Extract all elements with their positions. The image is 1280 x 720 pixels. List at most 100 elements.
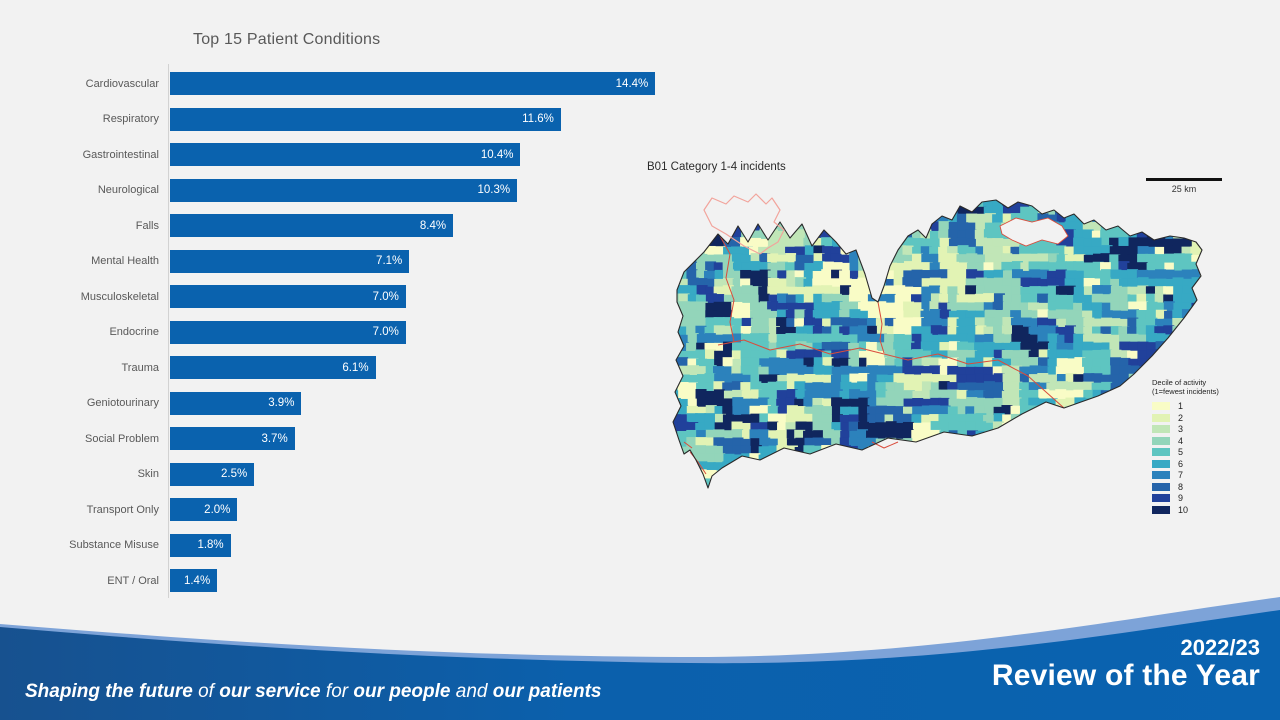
- bar: 3.9%: [170, 391, 302, 415]
- bar-row: ENT / Oral 1.4%: [0, 563, 660, 599]
- legend-row: 6: [1152, 459, 1262, 469]
- county-boundaries: [683, 235, 1065, 475]
- legend-row: 2: [1152, 412, 1262, 423]
- legend-row: 10: [1152, 504, 1262, 515]
- bar-category-label: Gastrointestinal: [82, 148, 159, 161]
- bar-row: Geniotourinary 3.9%: [0, 386, 660, 422]
- legend-swatch: [1152, 436, 1170, 445]
- legend-label: 7: [1178, 470, 1184, 480]
- bar-category-label: Cardiovascular: [85, 77, 159, 90]
- bar: 7.0%: [170, 320, 406, 344]
- legend-row: 8: [1152, 481, 1262, 492]
- legend-row: 3: [1152, 424, 1262, 434]
- bar: 14.4%: [170, 72, 656, 96]
- tagline-segment: and: [450, 681, 493, 702]
- bar-value-label: 7.1%: [376, 255, 403, 268]
- bar: 10.3%: [170, 178, 518, 202]
- bar-category-label: Falls: [135, 219, 159, 232]
- map-legend-rows: 1 2 3 4 5 6 7 8 9 10: [1152, 401, 1262, 515]
- bar-row: Neurological 10.3%: [0, 173, 660, 209]
- tagline-segment: for: [320, 681, 354, 702]
- bar-row: Mental Health 7.1%: [0, 244, 660, 280]
- bar-value-label: 8.4%: [419, 219, 447, 232]
- footer-review-title: Review of the Year: [991, 659, 1260, 692]
- legend-label: 4: [1178, 435, 1184, 446]
- legend-swatch: [1152, 425, 1170, 433]
- map-legend: Decile of activity (1=fewest incidents) …: [1152, 378, 1262, 517]
- legend-label: 2: [1178, 412, 1184, 423]
- bar-value-label: 1.8%: [197, 539, 224, 552]
- bar-row: Substance Misuse 1.8%: [0, 528, 660, 564]
- bar: 7.0%: [170, 285, 406, 309]
- bar: 1.4%: [170, 569, 218, 593]
- map-scale-bar: [1146, 178, 1222, 181]
- bar-category-label: Mental Health: [91, 255, 159, 268]
- tagline-segment: our patients: [492, 681, 602, 702]
- legend-row: 7: [1152, 470, 1262, 480]
- map-scale-label: 25 km: [1171, 184, 1197, 194]
- legend-row: 9: [1152, 493, 1262, 503]
- legend-label: 8: [1178, 481, 1184, 492]
- bar-category-label: Neurological: [97, 184, 159, 197]
- bar-value-label: 11.6%: [522, 113, 554, 126]
- bar-value-label: 3.7%: [261, 432, 288, 445]
- bar-value-label: 7.0%: [372, 290, 399, 303]
- footer-wave: [0, 597, 1280, 720]
- bar-value-label: 7.0%: [372, 326, 399, 339]
- london-boundary-outline: [703, 193, 785, 255]
- chart-axis-line: [168, 64, 169, 598]
- bar-value-label: 2.0%: [204, 503, 231, 516]
- legend-row: 5: [1152, 447, 1262, 457]
- legend-row: 1: [1152, 401, 1262, 411]
- bar-row: Transport Only 2.0%: [0, 492, 660, 528]
- bar-category-label: Skin: [137, 468, 159, 481]
- legend-swatch: [1152, 482, 1170, 491]
- bar-value-label: 6.1%: [342, 361, 369, 374]
- bar-value-label: 14.4%: [615, 77, 649, 90]
- bar-row: Gastrointestinal 10.4%: [0, 137, 660, 173]
- bar-value-label: 3.9%: [268, 397, 295, 410]
- legend-swatch: [1152, 459, 1170, 468]
- incident-map: [672, 193, 1203, 489]
- bar-row: Skin 2.5%: [0, 457, 660, 493]
- bar-row: Endocrine 7.0%: [0, 315, 660, 351]
- legend-label: 10: [1178, 504, 1189, 515]
- bar-row: Respiratory 11.6%: [0, 102, 660, 138]
- tagline-segment: of: [192, 681, 220, 702]
- wave-band: [0, 610, 1280, 720]
- bar-category-label: Transport Only: [86, 503, 159, 516]
- bar: 10.4%: [170, 143, 521, 167]
- bar-row: Social Problem 3.7%: [0, 421, 660, 457]
- bar-value-label: 2.5%: [221, 468, 248, 481]
- region-coastline: [672, 199, 1203, 489]
- bar-value-label: 10.4%: [480, 148, 514, 161]
- bar: 3.7%: [170, 427, 295, 451]
- estuary-water: [999, 217, 1069, 247]
- bar: 8.4%: [170, 214, 454, 238]
- legend-swatch: [1152, 505, 1170, 514]
- bar: 11.6%: [170, 107, 561, 131]
- tagline-segment: our people: [353, 681, 451, 702]
- legend-swatch: [1152, 471, 1170, 479]
- bar: 2.5%: [170, 462, 255, 486]
- legend-swatch: [1152, 494, 1170, 502]
- legend-label: 5: [1178, 447, 1184, 457]
- bar-value-label: 10.3%: [477, 184, 511, 197]
- bar-category-label: Respiratory: [102, 113, 159, 126]
- map-mosaic: [673, 200, 1202, 488]
- legend-label: 3: [1178, 424, 1184, 434]
- bar-row: Cardiovascular 14.4%: [0, 66, 660, 102]
- chart-title: Top 15 Patient Conditions: [193, 31, 381, 48]
- bar-row: Musculoskeletal 7.0%: [0, 279, 660, 315]
- bar-category-label: Substance Misuse: [69, 539, 159, 552]
- legend-swatch: [1152, 413, 1170, 422]
- legend-label: 9: [1178, 493, 1184, 503]
- bar-value-label: 1.4%: [183, 574, 211, 587]
- bar: 2.0%: [170, 498, 238, 522]
- bar-category-label: Endocrine: [109, 326, 159, 339]
- tagline-segment: our service: [219, 681, 321, 702]
- footer-tagline: Shaping the future of our service for ou…: [25, 681, 602, 703]
- bar: 7.1%: [170, 249, 410, 273]
- map-legend-title: Decile of activity (1=fewest incidents): [1152, 378, 1219, 396]
